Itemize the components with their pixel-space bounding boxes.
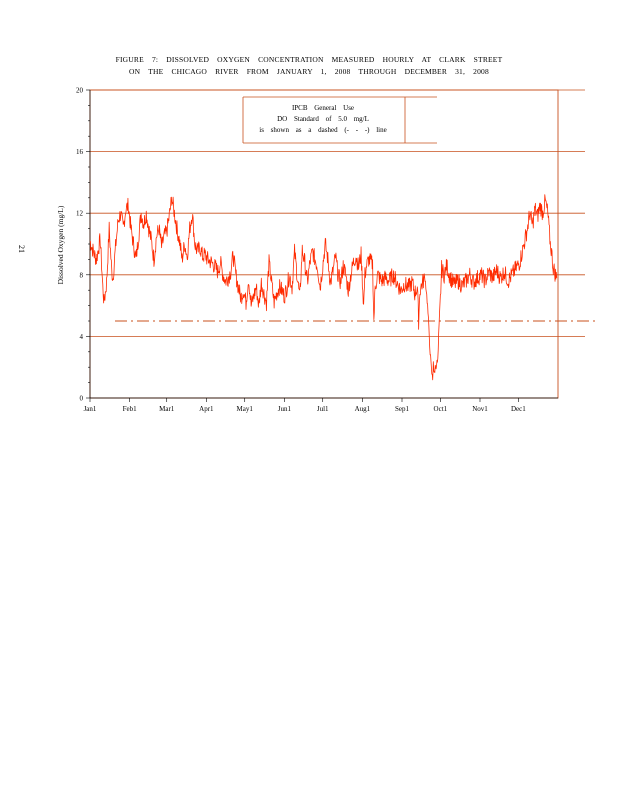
x-tick-label-nov1: Nov1 bbox=[472, 405, 488, 413]
y-axis-label: Dissolved Oxygen (mg/L) bbox=[56, 205, 65, 284]
chart-title-line-1: FIGURE 7: DISSOLVED OXYGEN CONCENTRATION… bbox=[115, 55, 503, 64]
x-tick-label-jun1: Jun1 bbox=[278, 405, 292, 413]
x-tick-label-aug1: Aug1 bbox=[355, 405, 371, 413]
legend-line-1: IPCB General Use bbox=[292, 104, 354, 112]
y-tick-label: 8 bbox=[80, 271, 84, 279]
y-tick-label: 4 bbox=[80, 333, 84, 341]
x-tick-label-sep1: Sep1 bbox=[395, 405, 410, 413]
x-tick-label-oct1: Oct1 bbox=[434, 405, 448, 413]
chart-title-line-2: ON THE CHICAGO RIVER FROM JANUARY 1, 200… bbox=[129, 67, 489, 76]
plot-frame bbox=[89, 89, 559, 399]
x-tick-label-apr1: Apr1 bbox=[199, 405, 214, 413]
legend-line-2: DO Standard of 5.0 mg/L bbox=[277, 115, 369, 123]
legend-box: IPCB General Use DO Standard of 5.0 mg/L… bbox=[242, 96, 437, 144]
x-tick-label-mar1: Mar1 bbox=[159, 405, 175, 413]
x-tick-label-dec1: Dec1 bbox=[511, 405, 526, 413]
x-axis-ticks: Jan1 Feb1 Mar1 Apr1 May1 Jun1 Jul1 Aug1 Sep1 Oct1… bbox=[84, 397, 558, 413]
x-tick-label-feb1: Feb1 bbox=[123, 405, 138, 413]
y-tick-label: 16 bbox=[76, 148, 84, 156]
page-number: 21 bbox=[17, 245, 26, 253]
y-tick-label: 12 bbox=[76, 210, 84, 218]
series-line-dissolved-oxygen bbox=[89, 194, 558, 381]
y-tick-label: 20 bbox=[76, 87, 84, 95]
x-tick-label-may1: May1 bbox=[237, 405, 254, 413]
y-tick-label: 0 bbox=[80, 395, 84, 403]
x-tick-label-jul1: Jul1 bbox=[317, 405, 329, 413]
y-axis-ticks: 0 4 8 12 16 20 bbox=[76, 87, 91, 403]
series-layer bbox=[89, 194, 558, 381]
legend-line-3: is shown as a dashed (- - -) line bbox=[259, 126, 386, 134]
x-tick-label-jan1: Jan1 bbox=[84, 405, 97, 413]
